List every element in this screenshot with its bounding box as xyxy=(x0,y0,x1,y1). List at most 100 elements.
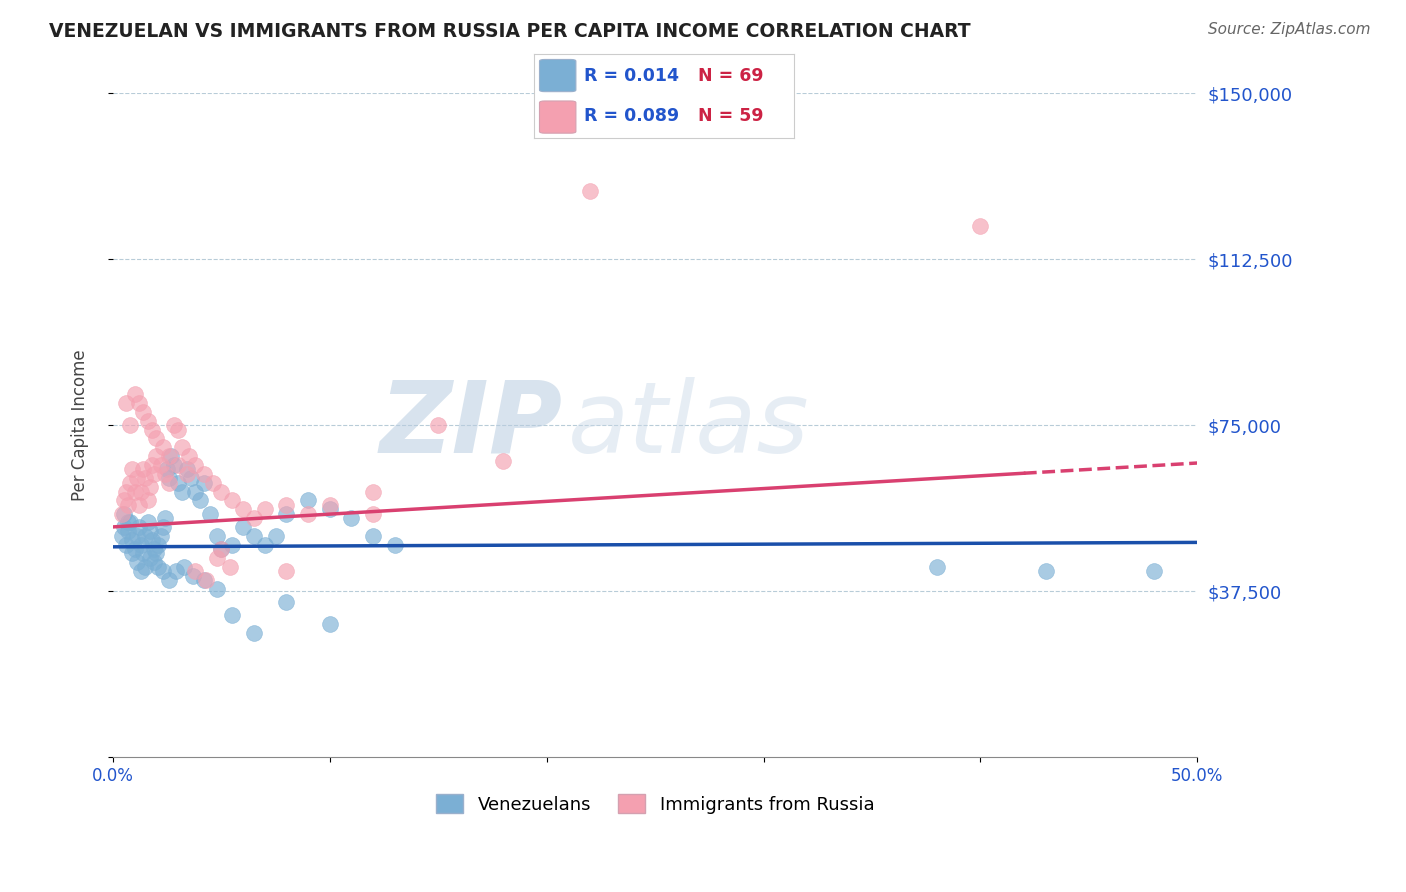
Text: R = 0.089: R = 0.089 xyxy=(583,107,679,125)
Point xyxy=(276,595,298,609)
Text: ZIP: ZIP xyxy=(380,376,562,474)
Point xyxy=(156,462,179,476)
Point xyxy=(492,453,515,467)
Point xyxy=(184,458,207,472)
Point xyxy=(153,511,176,525)
Point xyxy=(149,529,172,543)
Point xyxy=(125,529,148,543)
Point xyxy=(209,484,232,499)
Text: R = 0.014: R = 0.014 xyxy=(583,67,679,85)
Point xyxy=(117,524,139,539)
Point xyxy=(172,440,194,454)
Point xyxy=(128,520,150,534)
FancyBboxPatch shape xyxy=(540,60,576,92)
Point xyxy=(319,498,342,512)
Point xyxy=(148,538,170,552)
Point xyxy=(145,546,167,560)
Point xyxy=(205,529,228,543)
Point xyxy=(138,550,160,565)
Point xyxy=(148,559,170,574)
Point xyxy=(167,458,190,472)
Point xyxy=(149,458,172,472)
Point xyxy=(152,564,174,578)
Point xyxy=(157,449,180,463)
Point xyxy=(232,502,254,516)
Point xyxy=(124,484,146,499)
Point xyxy=(253,502,276,516)
Point xyxy=(205,550,228,565)
Point xyxy=(143,542,166,557)
Point xyxy=(132,462,155,476)
Point xyxy=(117,516,139,530)
Point xyxy=(160,449,183,463)
Point xyxy=(193,573,215,587)
Text: atlas: atlas xyxy=(568,376,810,474)
Point xyxy=(340,511,363,525)
Point xyxy=(115,538,138,552)
Point xyxy=(579,184,602,198)
Point xyxy=(120,418,142,433)
Point xyxy=(143,467,166,481)
Point xyxy=(121,462,143,476)
Point xyxy=(112,507,135,521)
Point xyxy=(153,467,176,481)
Point xyxy=(120,516,142,530)
Point xyxy=(184,484,207,499)
Point xyxy=(124,542,146,557)
Point xyxy=(152,520,174,534)
Point xyxy=(141,458,163,472)
Point xyxy=(177,449,200,463)
Y-axis label: Per Capita Income: Per Capita Income xyxy=(72,350,89,501)
Point xyxy=(253,538,276,552)
Legend: Venezuelans, Immigrants from Russia: Venezuelans, Immigrants from Russia xyxy=(429,787,882,821)
Point xyxy=(232,520,254,534)
Point xyxy=(221,493,243,508)
Point xyxy=(167,423,190,437)
Point xyxy=(180,471,202,485)
Point xyxy=(361,507,384,521)
Point xyxy=(136,414,159,428)
Point xyxy=(176,467,198,481)
Point xyxy=(134,471,156,485)
Point xyxy=(120,475,142,490)
Point xyxy=(276,507,298,521)
Point xyxy=(201,475,224,490)
Point xyxy=(219,559,242,574)
Point xyxy=(138,480,160,494)
Point xyxy=(129,484,152,499)
Point xyxy=(112,493,135,508)
Point xyxy=(162,418,184,433)
Point xyxy=(264,529,287,543)
Point xyxy=(297,507,319,521)
Point xyxy=(128,498,150,512)
Point xyxy=(134,559,156,574)
Point xyxy=(143,555,166,569)
Point xyxy=(157,475,180,490)
Point xyxy=(181,568,204,582)
Point xyxy=(969,219,991,233)
Point xyxy=(195,573,218,587)
Point xyxy=(184,564,207,578)
Point xyxy=(157,471,180,485)
Point xyxy=(173,559,195,574)
Point xyxy=(121,546,143,560)
Point xyxy=(172,484,194,499)
Point xyxy=(110,507,132,521)
Point xyxy=(221,538,243,552)
Point xyxy=(200,507,222,521)
Point xyxy=(115,396,138,410)
Point xyxy=(193,467,215,481)
Point xyxy=(138,524,160,539)
Point xyxy=(129,538,152,552)
Point xyxy=(243,529,266,543)
Point xyxy=(145,449,167,463)
FancyBboxPatch shape xyxy=(540,101,576,133)
Point xyxy=(361,529,384,543)
Point xyxy=(167,475,190,490)
Point xyxy=(125,555,148,569)
Point xyxy=(361,484,384,499)
Point xyxy=(110,529,132,543)
Point xyxy=(129,564,152,578)
Point xyxy=(145,432,167,446)
Point xyxy=(384,538,406,552)
